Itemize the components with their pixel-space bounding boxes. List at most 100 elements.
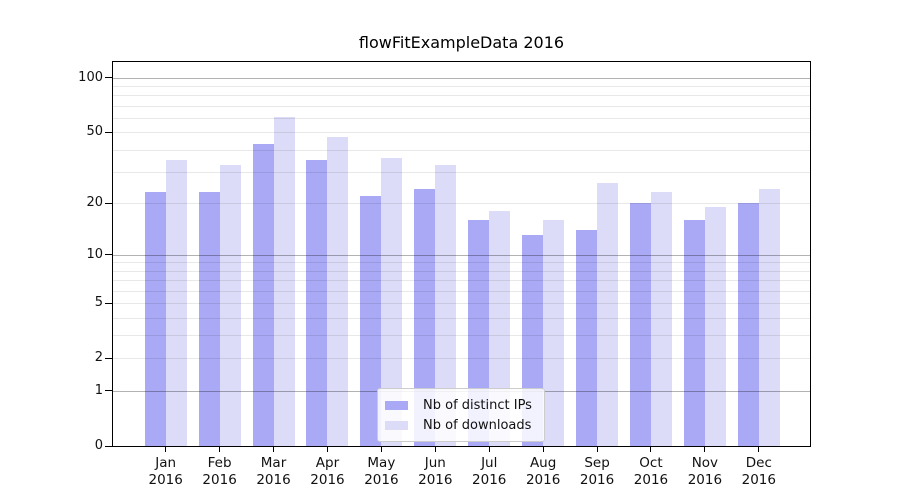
y-tick-1: [105, 390, 112, 392]
y-label-1: 1: [94, 382, 103, 398]
x-label-year: 2016: [310, 472, 345, 488]
plot-area: Nb of distinct IPs Nb of downloads Jan 20…: [78, 61, 811, 488]
gridline-minor-40: [113, 149, 810, 151]
x-label-year: 2016: [418, 472, 453, 488]
bar-mar-distinct-ips: [252, 144, 274, 446]
y-tick-5: [105, 302, 112, 304]
legend-swatch-downloads: [385, 420, 408, 430]
x-label-month: Jul: [481, 455, 498, 471]
bar-nov-distinct-ips: [683, 219, 705, 446]
gridline-minor-90: [113, 86, 810, 87]
chart-title: flowFitExampleData 2016: [358, 33, 565, 52]
bar-jan-distinct-ips: [144, 192, 166, 446]
x-label-year: 2016: [741, 472, 776, 488]
x-tick-oct: [650, 447, 652, 452]
bar-jun-downloads: [435, 164, 457, 446]
gridline-minor-60: [113, 118, 810, 119]
bar-may-downloads: [381, 157, 403, 446]
x-tick-mar: [273, 447, 275, 452]
x-label-month: Nov: [691, 455, 719, 471]
y-tick-100: [105, 77, 112, 79]
x-tick-may: [380, 447, 382, 452]
bar-aug-downloads: [543, 219, 565, 446]
x-tick-dec: [758, 447, 760, 452]
x-label-month: Mar: [260, 455, 287, 471]
y-label-10: 10: [86, 246, 103, 262]
bar-jan-downloads: [165, 160, 187, 446]
bar-apr-downloads: [327, 137, 349, 446]
y-tick-10: [105, 254, 112, 256]
bar-jun-distinct-ips: [414, 189, 436, 446]
x-label-jul: Jul 2016: [457, 455, 521, 489]
bar-nov-downloads: [704, 206, 726, 446]
x-label-mar: Mar 2016: [242, 455, 306, 489]
x-tick-jul: [488, 447, 490, 452]
legend: Nb of distinct IPs Nb of downloads: [377, 388, 545, 442]
x-label-nov: Nov 2016: [673, 455, 737, 489]
x-label-month: May: [367, 455, 396, 471]
bar-mar-downloads: [273, 116, 295, 446]
x-label-month: Feb: [207, 455, 232, 471]
y-tick-50: [105, 131, 112, 133]
y-label-50: 50: [86, 124, 103, 140]
x-label-oct: Oct 2016: [619, 455, 683, 489]
legend-row-distinct-ips: Nb of distinct IPs: [385, 395, 532, 415]
x-tick-jan: [165, 447, 167, 452]
x-label-feb: Feb 2016: [188, 455, 252, 489]
x-label-month: Dec: [745, 455, 772, 471]
x-tick-sep: [596, 447, 598, 452]
legend-swatch-distinct-ips: [385, 400, 408, 410]
y-label-0: 0: [94, 438, 103, 453]
gridline-minor-50: [113, 132, 810, 134]
x-label-month: Jun: [424, 455, 446, 471]
bar-dec-downloads: [758, 189, 780, 446]
bar-sep-downloads: [597, 183, 619, 446]
x-label-year: 2016: [579, 472, 615, 488]
legend-label-downloads: Nb of downloads: [423, 417, 532, 433]
x-tick-nov: [704, 447, 706, 452]
bar-sep-distinct-ips: [576, 229, 598, 446]
y-tick-20: [105, 202, 112, 204]
gridline-minor-30: [113, 172, 810, 173]
x-label-month: Sep: [584, 455, 610, 471]
x-label-month: Apr: [315, 455, 340, 471]
gridline-minor-70: [113, 105, 810, 107]
x-label-year: 2016: [472, 472, 507, 488]
legend-row-downloads: Nb of downloads: [385, 415, 532, 435]
x-label-dec: Dec 2016: [727, 455, 791, 489]
x-label-year: 2016: [525, 472, 561, 488]
x-label-year: 2016: [202, 472, 237, 488]
x-label-jan: Jan 2016: [134, 455, 198, 489]
x-label-year: 2016: [256, 472, 291, 488]
x-label-sep: Sep 2016: [565, 455, 629, 489]
y-label-100: 100: [78, 69, 103, 85]
x-tick-apr: [326, 447, 328, 452]
bar-feb-distinct-ips: [198, 192, 220, 446]
x-label-month: Oct: [639, 455, 663, 471]
x-label-jun: Jun 2016: [403, 455, 467, 489]
y-tick-2: [105, 357, 112, 359]
bar-oct-distinct-ips: [629, 203, 651, 446]
x-label-year: 2016: [633, 472, 669, 488]
y-label-20: 20: [86, 195, 103, 211]
x-label-apr: Apr 2016: [295, 455, 359, 489]
x-label-month: Jan: [155, 455, 177, 471]
x-label-may: May 2016: [349, 455, 413, 489]
x-tick-aug: [542, 447, 544, 452]
x-tick-jun: [434, 447, 436, 452]
bar-may-distinct-ips: [360, 195, 382, 446]
bar-dec-distinct-ips: [737, 203, 759, 446]
legend-label-distinct-ips: Nb of distinct IPs: [423, 397, 532, 413]
y-label-2: 2: [94, 350, 103, 366]
x-label-year: 2016: [364, 472, 399, 488]
y-label-5: 5: [94, 295, 103, 311]
bar-oct-downloads: [650, 192, 672, 446]
bar-apr-distinct-ips: [306, 160, 328, 446]
x-label-year: 2016: [687, 472, 723, 488]
y-tick-0: [105, 445, 112, 447]
x-tick-feb: [219, 447, 221, 452]
x-label-month: Aug: [529, 455, 557, 471]
x-label-year: 2016: [148, 472, 183, 488]
x-label-aug: Aug 2016: [511, 455, 575, 489]
